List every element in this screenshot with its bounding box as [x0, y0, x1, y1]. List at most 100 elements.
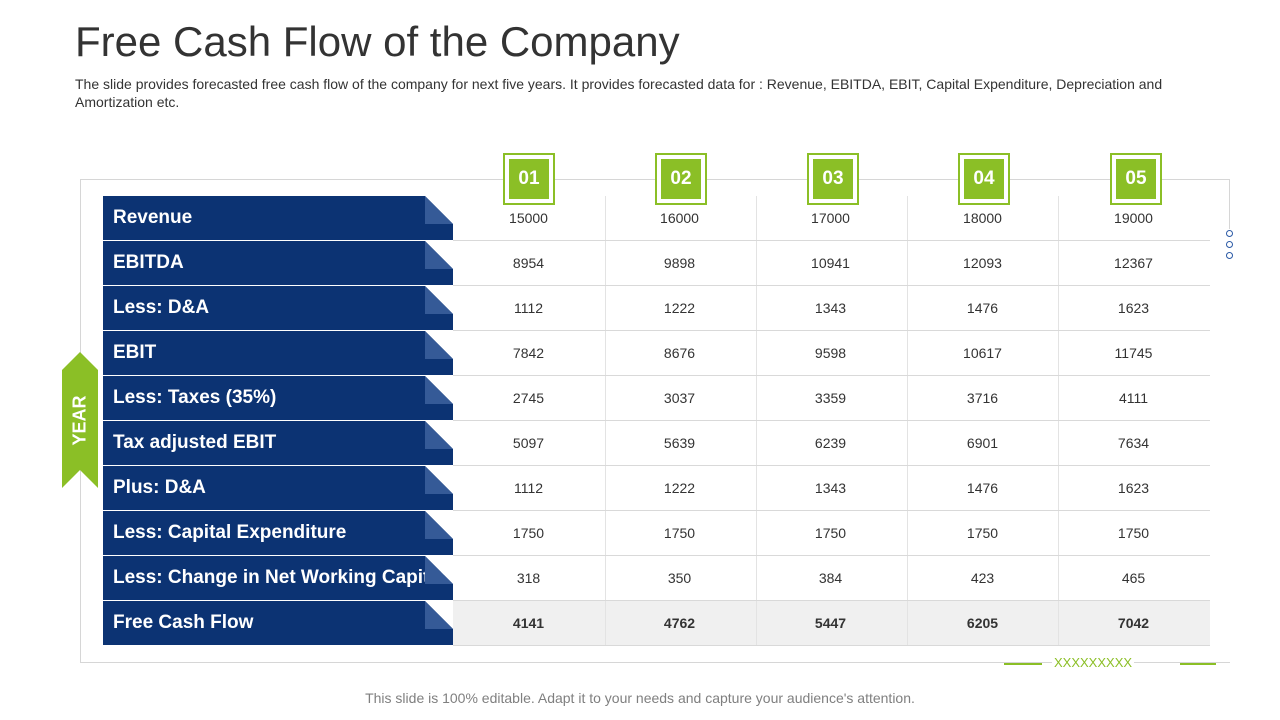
value-cell: 1750: [966, 525, 999, 541]
label-fold-decoration: [425, 511, 453, 539]
row-divider: [453, 240, 1210, 241]
value-cell: 4141: [512, 615, 545, 631]
value-cell: 12093: [963, 255, 1002, 271]
value-cell: 1623: [1117, 300, 1150, 316]
year-badge-label: 03: [812, 158, 854, 200]
year-badge-label: 04: [963, 158, 1005, 200]
footer-note: This slide is 100% editable. Adapt it to…: [365, 690, 915, 706]
value-cell: 17000: [811, 210, 850, 226]
value-cell: 3716: [966, 390, 999, 406]
value-cell: 465: [1121, 570, 1146, 586]
row-label: Less: D&A: [103, 286, 453, 330]
table-row: Less: D&A 1112 1222 1343 1476 1623: [103, 286, 1210, 331]
label-fold-decoration: [425, 286, 453, 314]
value-cell: 11745: [1114, 345, 1153, 361]
value-cell: 6239: [814, 435, 847, 451]
label-fold-decoration: [425, 556, 453, 584]
page-title: Free Cash Flow of the Company: [75, 18, 680, 65]
year-badge-label: 01: [508, 158, 550, 200]
label-fold-decoration: [425, 241, 453, 269]
row-divider: [453, 375, 1210, 376]
year-badge: 02: [655, 153, 707, 205]
label-fold-decoration: [425, 421, 453, 449]
row-label: Tax adjusted EBIT: [103, 421, 453, 465]
row-divider: [453, 285, 1210, 286]
value-cell: 2745: [512, 390, 545, 406]
year-badge-label: 02: [660, 158, 702, 200]
value-cell: 1112: [513, 300, 544, 316]
value-cell: 12367: [1114, 255, 1153, 271]
row-divider: [453, 600, 1210, 601]
year-badge: 03: [807, 153, 859, 205]
column-divider: [1058, 196, 1059, 646]
value-cell: 1476: [966, 300, 999, 316]
row-label: Less: Capital Expenditure: [103, 511, 453, 555]
table-row: Less: Capital Expenditure 1750 1750 1750 175…: [103, 511, 1210, 556]
value-cell: 6901: [966, 435, 999, 451]
value-cell: 1750: [1117, 525, 1150, 541]
table-row: Plus: D&A 1112 1222 1343 1476 1623: [103, 466, 1210, 511]
row-divider: [453, 330, 1210, 331]
value-cell: 9898: [663, 255, 696, 271]
label-fold-decoration: [425, 466, 453, 494]
row-label: Revenue: [103, 196, 453, 240]
value-cell: 1476: [966, 480, 999, 496]
value-cell: 10617: [963, 345, 1002, 361]
table-row: Tax adjusted EBIT 5097 5639 6239 6901 7634: [103, 421, 1210, 466]
decor-text: XXXXXXXXX: [1052, 655, 1135, 670]
value-cell: 7634: [1117, 435, 1150, 451]
year-label: YEAR: [62, 352, 98, 488]
year-badge: 05: [1110, 153, 1162, 205]
value-cell: 5097: [512, 435, 545, 451]
value-cell: 10941: [811, 255, 850, 271]
page-subtitle: The slide provides forecasted free cash …: [75, 76, 1163, 110]
value-cell: 1222: [663, 300, 696, 316]
year-badge: 04: [958, 153, 1010, 205]
value-cell: 18000: [963, 210, 1002, 226]
label-fold-decoration: [425, 601, 453, 629]
column-divider: [605, 196, 606, 646]
decor-line-left: [1004, 663, 1042, 665]
table-row: EBIT 7842 8676 9598 10617 11745: [103, 331, 1210, 376]
total-row-background: [453, 601, 1210, 646]
value-cell: 1623: [1117, 480, 1150, 496]
value-cell: 1750: [663, 525, 696, 541]
value-cell: 19000: [1114, 210, 1153, 226]
value-cell: 1750: [814, 525, 847, 541]
table-row: Less: Change in Net Working Capital 318 35…: [103, 556, 1210, 601]
value-cell: 5639: [663, 435, 696, 451]
circle-icon: [1226, 241, 1233, 248]
row-divider: [453, 465, 1210, 466]
value-cell: 1343: [814, 300, 847, 316]
circle-icon: [1226, 252, 1233, 259]
row-divider: [453, 555, 1210, 556]
value-cell: 9598: [814, 345, 847, 361]
value-cell: 384: [818, 570, 843, 586]
row-divider: [453, 645, 1210, 646]
decor-line-right: [1180, 663, 1216, 665]
row-label: Plus: D&A: [103, 466, 453, 510]
value-cell: 1343: [814, 480, 847, 496]
value-cell: 4762: [663, 615, 696, 631]
table-row: Less: Taxes (35%) 2745 3037 3359 3716 4111: [103, 376, 1210, 421]
row-label: Free Cash Flow: [103, 601, 453, 645]
value-cell: 423: [970, 570, 995, 586]
table-row: EBITDA 8954 9898 10941 12093 12367: [103, 241, 1210, 286]
column-divider: [907, 196, 908, 646]
value-cell: 350: [667, 570, 692, 586]
table-row: Free Cash Flow 4141 4762 5447 6205 7042: [103, 601, 1210, 646]
year-badge: 01: [503, 153, 555, 205]
value-cell: 5447: [814, 615, 847, 631]
label-fold-decoration: [425, 376, 453, 404]
value-cell: 3359: [814, 390, 847, 406]
row-label: EBITDA: [103, 241, 453, 285]
value-cell: 8676: [663, 345, 696, 361]
value-cell: 318: [516, 570, 541, 586]
value-cell: 6205: [966, 615, 999, 631]
year-badge-label: 05: [1115, 158, 1157, 200]
frame-right-edge: [1229, 179, 1230, 229]
circle-icon: [1226, 230, 1233, 237]
value-cell: 1112: [513, 480, 544, 496]
row-divider: [453, 510, 1210, 511]
year-ribbon: [62, 352, 98, 488]
